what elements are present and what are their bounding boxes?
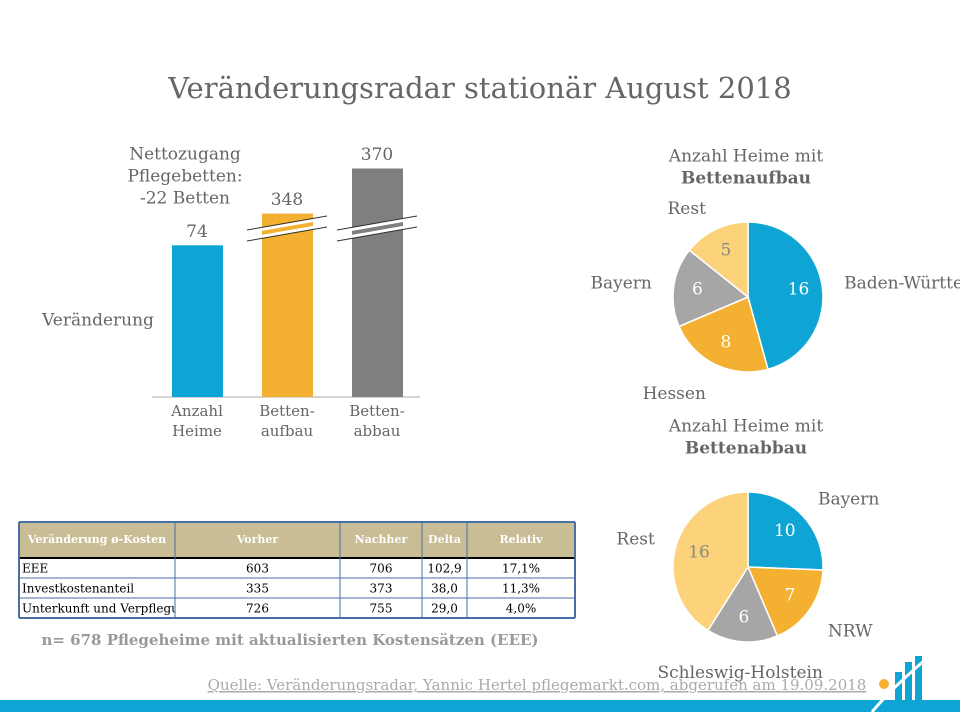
table-cell: 603: [246, 562, 269, 576]
pie-slice: [678, 295, 769, 373]
axis-break-edge: [246, 215, 328, 242]
pie-slice: [706, 565, 779, 643]
pie-slice: [672, 249, 750, 328]
annotation: Pflegebetten:: [127, 167, 242, 187]
table-cell: EEE: [22, 562, 48, 576]
slice-value: 6: [692, 280, 703, 300]
slice-label: NRW: [828, 622, 873, 642]
table-cell: 102,9: [427, 562, 461, 576]
category-label: Anzahl Heime: [170, 402, 223, 440]
slice-value: 10: [774, 521, 796, 541]
logo: [870, 656, 926, 713]
slice-label: Bayern: [591, 273, 652, 293]
table-header-bg: [19, 522, 575, 558]
slice-value: 16: [788, 280, 810, 300]
y-axis-label: Veränderung: [41, 311, 154, 331]
slice-label: Rest: [667, 199, 706, 219]
table-header: Delta: [428, 533, 461, 546]
annotation: -22 Betten: [140, 189, 230, 209]
value-label: 348: [271, 190, 303, 210]
slice-value: 8: [720, 332, 731, 352]
slice-label: Baden-Württemberg: [844, 273, 960, 293]
slice-value: 7: [785, 585, 796, 605]
table-cell: 17,1%: [502, 562, 540, 576]
pie-slice: [747, 491, 824, 571]
slice-label: Schleswig-Holstein: [657, 663, 823, 683]
slice-value: 6: [738, 607, 749, 627]
pie-slice: [746, 566, 824, 637]
table-cell: 726: [246, 602, 269, 616]
table-cell: 38,0: [431, 582, 458, 596]
annotation: Nettozugang: [129, 145, 241, 165]
table-header: Nachher: [355, 533, 408, 546]
pie-title: Anzahl Heime mit: [668, 417, 824, 437]
pie-slice: [688, 221, 749, 299]
axis-break: [246, 216, 328, 241]
note: n= 678 Pflegeheime mit aktualisierten Ko…: [41, 631, 538, 649]
bar: [262, 213, 313, 397]
table-cell: 11,3%: [502, 582, 540, 596]
pie-title: Bettenaufbau: [681, 169, 811, 189]
table-cell: 335: [246, 582, 269, 596]
source: Quelle: Veränderungsradar, Yannic Hertel…: [208, 676, 867, 694]
table-header: Relativ: [499, 533, 543, 546]
pie-title: Anzahl Heime mit: [668, 147, 824, 167]
value-label: 74: [186, 222, 208, 242]
pie-slice: [747, 221, 824, 371]
slice-label: Hessen: [643, 384, 706, 404]
slide-title: Veränderungsradar stationär August 2018: [167, 71, 791, 105]
table-cell: Unterkunft und Verpflegung: [22, 602, 195, 616]
slice-label: Rest: [616, 530, 655, 550]
table-header: Vorher: [236, 533, 279, 546]
pie-title: Bettenabbau: [685, 439, 807, 459]
category-label: Betten-aufbau: [259, 402, 315, 440]
bar: [352, 168, 403, 397]
table-cell: 4,0%: [506, 602, 537, 616]
value-label: 370: [361, 145, 393, 165]
axis-break: [336, 216, 418, 241]
table-cell: 755: [370, 602, 393, 616]
table-cell: 29,0: [431, 602, 458, 616]
axis-break-edge: [336, 215, 418, 242]
table-cell: 373: [370, 582, 393, 596]
pie-slice: [672, 491, 749, 632]
bar: [172, 245, 223, 397]
slice-value: 16: [688, 542, 710, 562]
slice-value: 5: [720, 241, 731, 261]
table-cell: Investkostenanteil: [22, 582, 134, 596]
table-header: Veränderung ø-Kosten: [27, 533, 166, 546]
table-cell: 706: [370, 562, 393, 576]
footer-bar: [0, 700, 960, 712]
category-label: Betten-abbau: [349, 402, 405, 440]
slice-label: Bayern: [818, 489, 879, 509]
